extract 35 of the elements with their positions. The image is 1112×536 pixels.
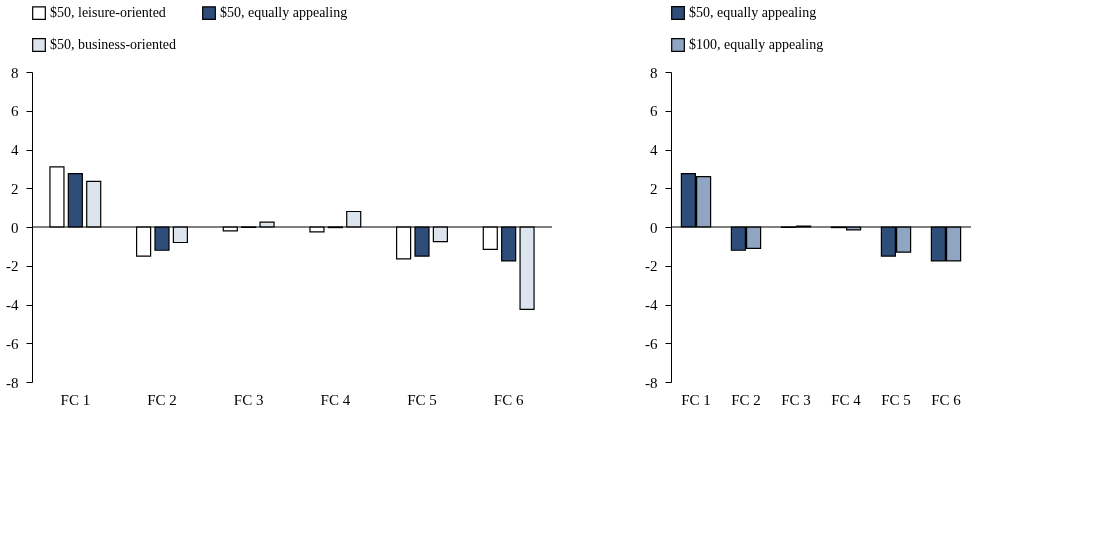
y-tick-label: 4 bbox=[11, 142, 19, 158]
y-tick-label: 0 bbox=[11, 219, 19, 236]
y-tick-label: 2 bbox=[650, 180, 658, 197]
x-tick-label: FC 2 bbox=[731, 391, 761, 408]
y-tick-label: -8 bbox=[6, 374, 19, 391]
legend-label: $50, leisure-oriented bbox=[50, 5, 166, 21]
x-tick-label: FC 6 bbox=[931, 391, 962, 408]
x-tick-label: FC 5 bbox=[407, 391, 437, 408]
y-tick-label: 4 bbox=[650, 142, 658, 158]
y-tick-label: -4 bbox=[645, 297, 658, 313]
y-tick-label: 2 bbox=[11, 180, 19, 197]
y-tick-label: 8 bbox=[11, 64, 19, 81]
x-tick-label: FC 1 bbox=[60, 391, 91, 408]
x-tick-label: FC 3 bbox=[781, 391, 811, 408]
y-tick-label: 8 bbox=[650, 64, 658, 81]
y-tick-label: -2 bbox=[6, 258, 19, 275]
y-tick-label: -6 bbox=[6, 335, 19, 352]
x-tick-label: FC 2 bbox=[147, 391, 177, 408]
x-tick-label: FC 5 bbox=[881, 391, 911, 408]
legend-label: $50, equally appealing bbox=[220, 5, 348, 21]
x-tick-label: FC 6 bbox=[493, 391, 524, 408]
y-tick-label: 0 bbox=[650, 219, 658, 236]
y-tick-label: 6 bbox=[650, 103, 658, 120]
legend-label: $50, business-oriented bbox=[50, 37, 176, 52]
legend-label: $100, equally appealing bbox=[689, 37, 824, 52]
y-tick-label: -4 bbox=[6, 297, 19, 313]
x-tick-label: FC 1 bbox=[681, 391, 711, 408]
y-tick-label: 6 bbox=[11, 103, 19, 120]
y-tick-label: -2 bbox=[645, 258, 658, 275]
y-tick-label: -8 bbox=[645, 374, 658, 391]
y-tick-label: -6 bbox=[645, 335, 658, 352]
legend-label: $50, equally appealing bbox=[689, 5, 817, 20]
x-tick-label: FC 3 bbox=[233, 391, 264, 408]
x-tick-label: FC 4 bbox=[320, 391, 351, 408]
x-tick-label: FC 4 bbox=[831, 391, 862, 408]
